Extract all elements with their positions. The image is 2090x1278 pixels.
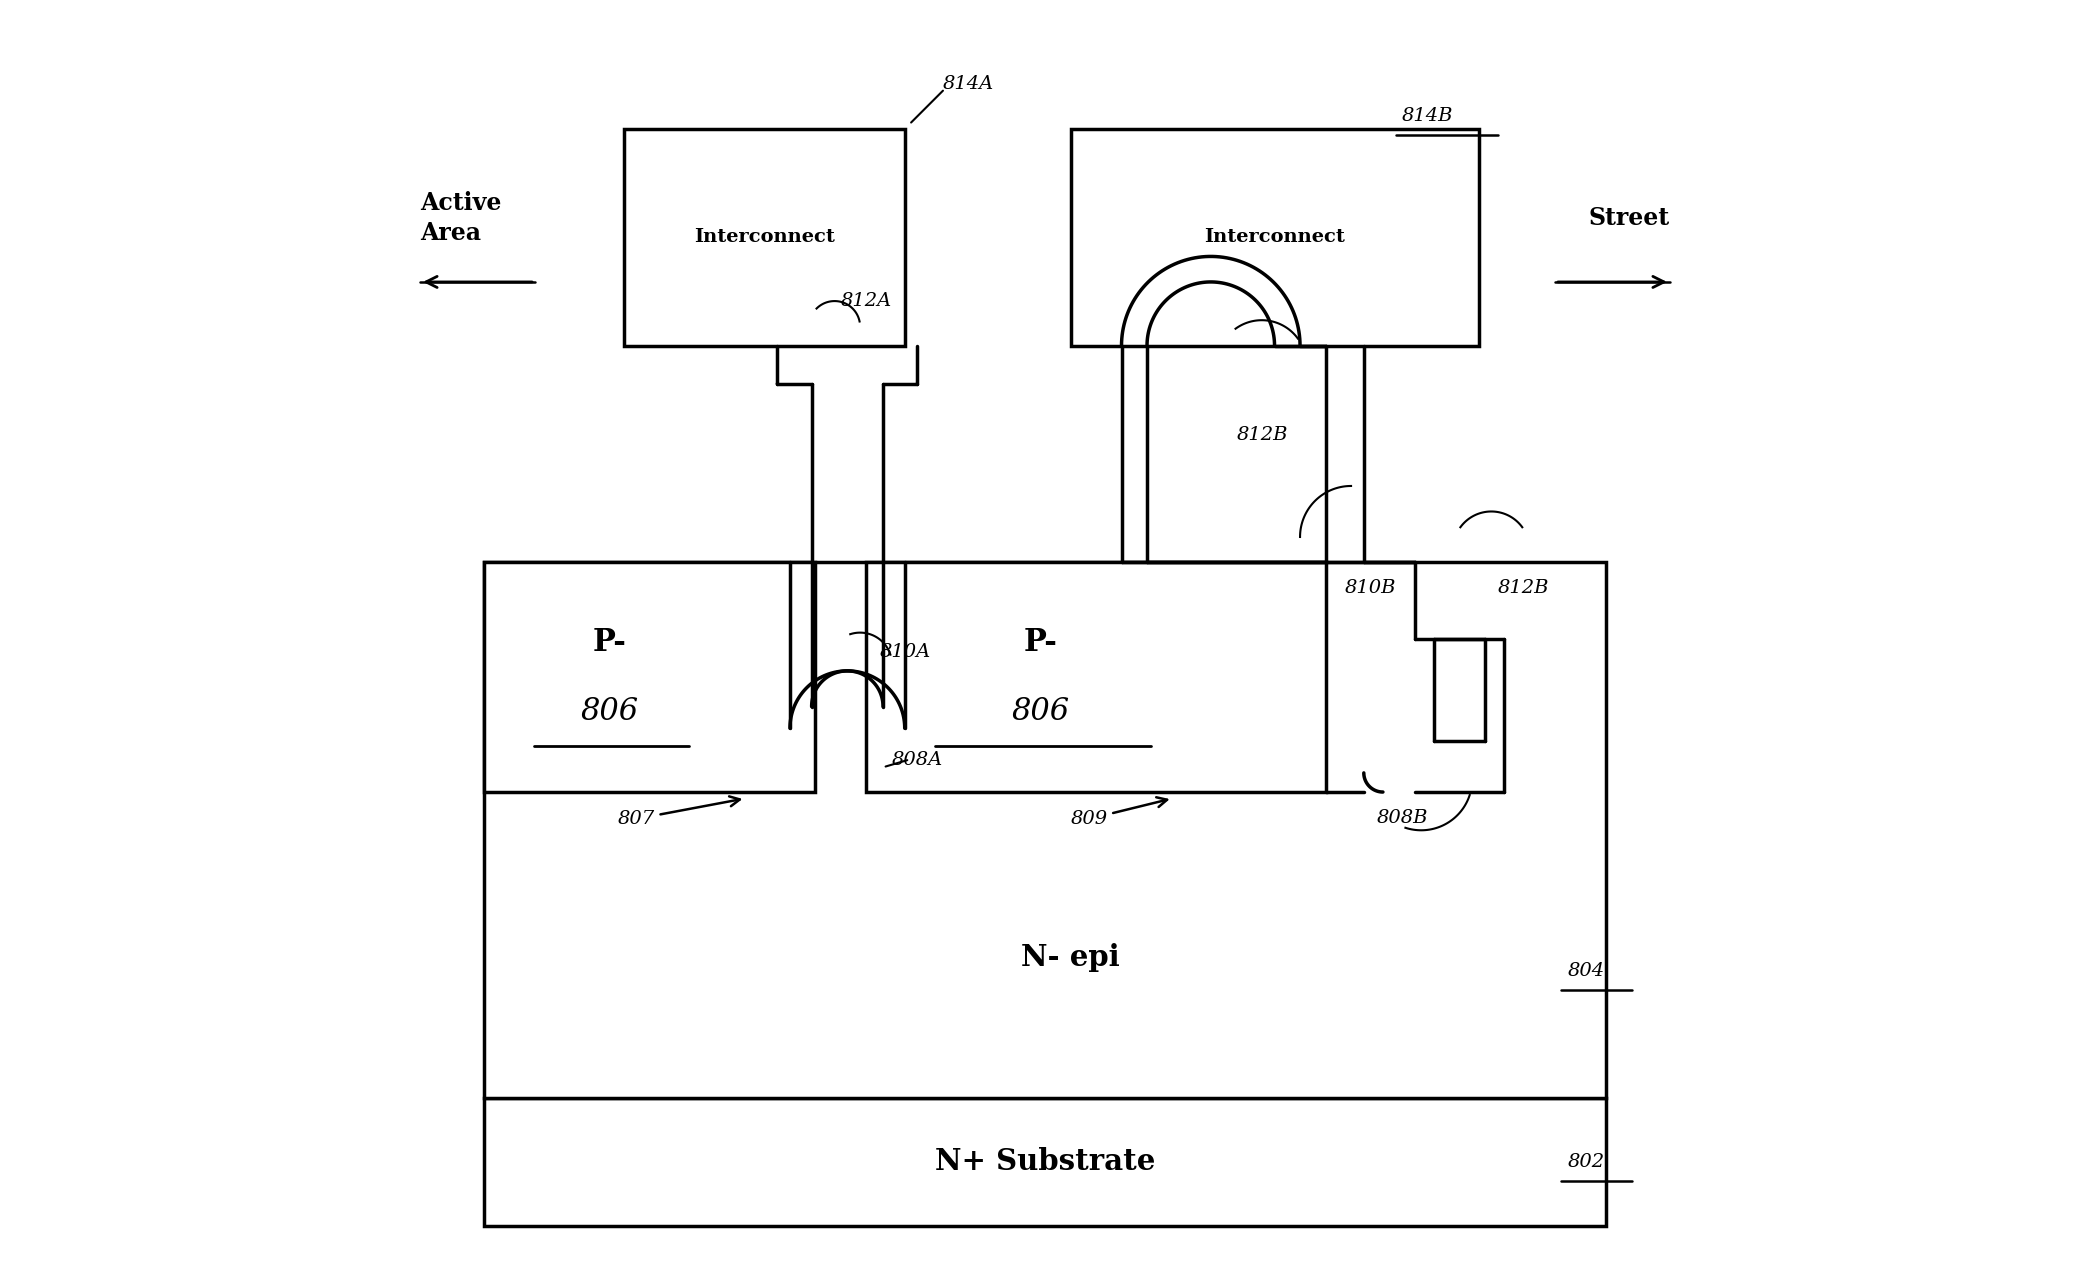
Text: 809: 809 bbox=[1070, 797, 1166, 828]
Text: Active
Area: Active Area bbox=[420, 192, 502, 245]
Text: 812A: 812A bbox=[840, 293, 892, 311]
Text: 814B: 814B bbox=[1402, 107, 1453, 125]
Bar bbox=[625, 129, 905, 345]
Bar bbox=[867, 562, 1325, 792]
Text: Interconnect: Interconnect bbox=[694, 229, 834, 247]
Bar bbox=[1070, 129, 1478, 345]
Text: N+ Substrate: N+ Substrate bbox=[934, 1148, 1156, 1176]
Text: 812B: 812B bbox=[1499, 579, 1549, 597]
Text: 806: 806 bbox=[581, 697, 640, 727]
Text: 810B: 810B bbox=[1344, 579, 1396, 597]
Text: 808B: 808B bbox=[1377, 809, 1427, 827]
Text: 807: 807 bbox=[619, 796, 740, 828]
Bar bbox=[485, 562, 1605, 1098]
Text: P-: P- bbox=[594, 627, 627, 658]
Text: 802: 802 bbox=[1568, 1153, 1605, 1171]
Text: Interconnect: Interconnect bbox=[1204, 229, 1346, 247]
Text: 810A: 810A bbox=[880, 643, 930, 661]
Text: N- epi: N- epi bbox=[1022, 943, 1120, 973]
Bar bbox=[485, 562, 815, 792]
Text: P-: P- bbox=[1024, 627, 1058, 658]
Text: Street: Street bbox=[1588, 206, 1670, 230]
Text: 814A: 814A bbox=[943, 75, 995, 93]
Text: 804: 804 bbox=[1568, 961, 1605, 979]
Bar bbox=[485, 1098, 1605, 1226]
Text: 806: 806 bbox=[1012, 697, 1070, 727]
Text: 808A: 808A bbox=[892, 751, 943, 769]
Text: 812B: 812B bbox=[1237, 426, 1287, 443]
